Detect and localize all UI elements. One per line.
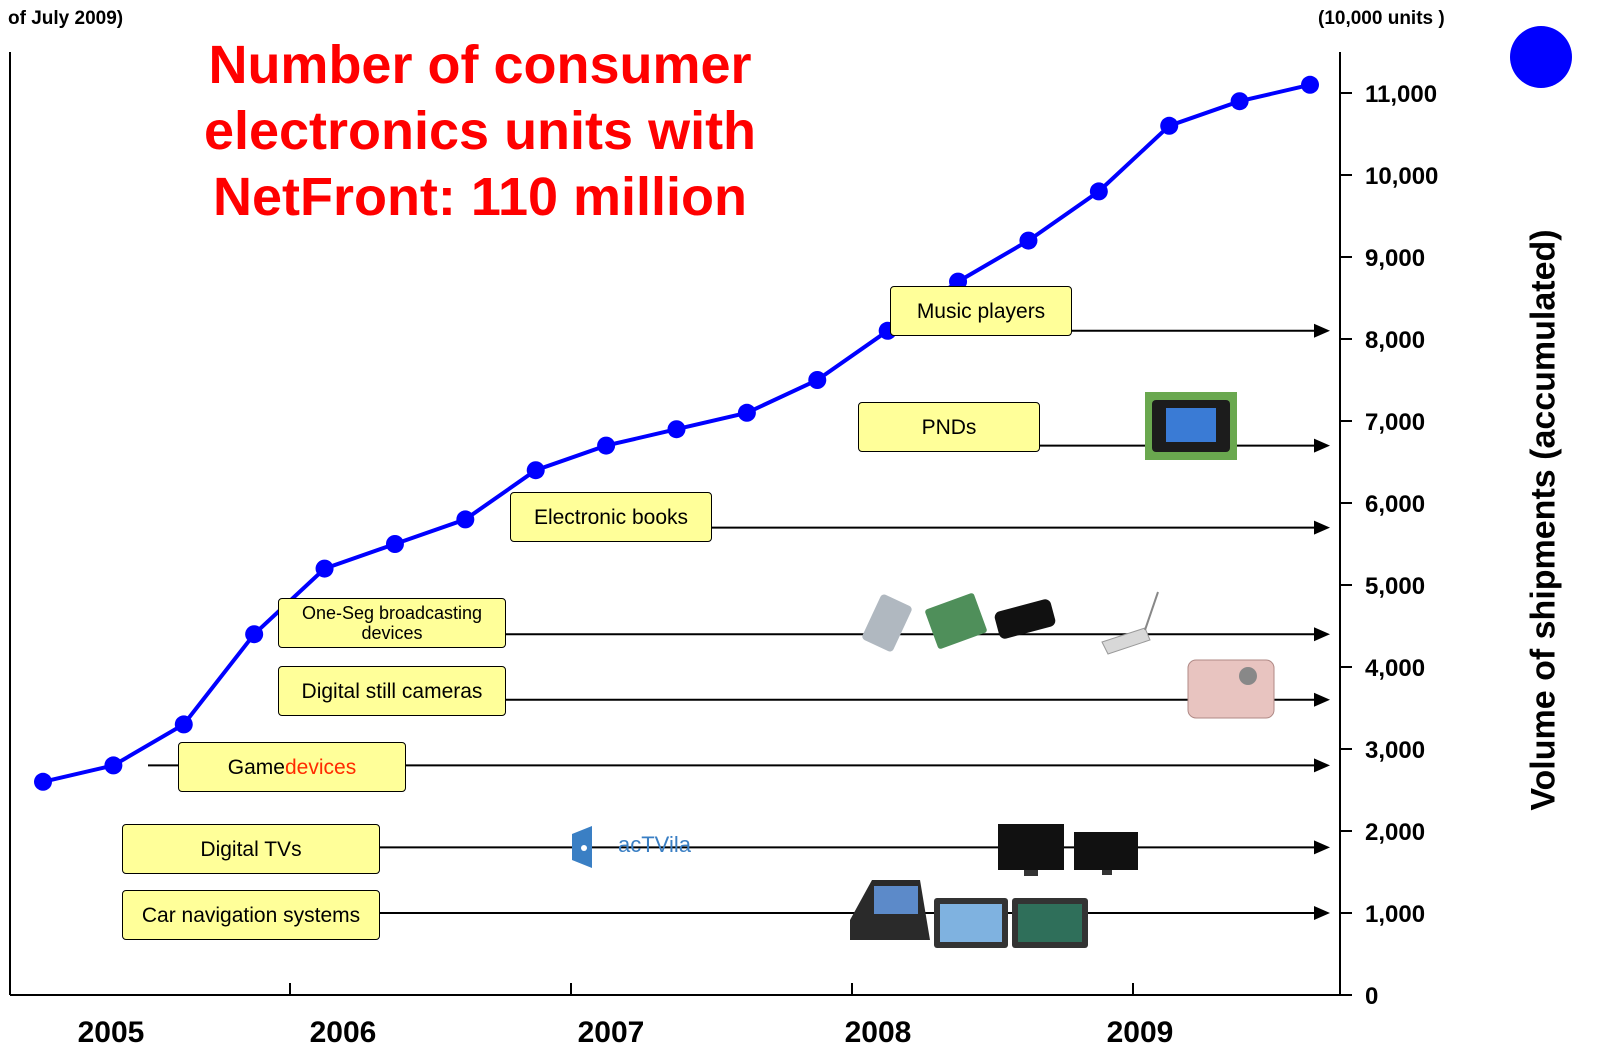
car-navigation-image bbox=[850, 880, 1088, 948]
series-point bbox=[526, 461, 545, 480]
category-arrowhead bbox=[1314, 438, 1330, 453]
category-label: Car navigation systems bbox=[141, 903, 361, 927]
series-point bbox=[174, 715, 193, 734]
series-point bbox=[315, 559, 334, 578]
category-label-highlight: devices bbox=[284, 755, 357, 779]
category-one-seg: One-Seg broadcasting devices bbox=[278, 598, 506, 648]
series-point bbox=[1019, 231, 1038, 250]
category-digital-still-cameras: Digital still cameras bbox=[278, 666, 506, 716]
category-electronic-books: Electronic books bbox=[510, 492, 712, 542]
series-point bbox=[245, 625, 264, 644]
x-tick-label: 2007 bbox=[578, 1016, 645, 1049]
category-label: Digital TVs bbox=[200, 837, 302, 861]
chart-headline: Number of consumer electronics units wit… bbox=[120, 32, 840, 230]
series-point bbox=[104, 756, 123, 775]
product-images: acTVila bbox=[572, 392, 1275, 948]
y-tick-label: 6,000 bbox=[1365, 491, 1425, 518]
category-arrowhead bbox=[1314, 692, 1330, 707]
category-arrowhead bbox=[1314, 758, 1330, 773]
y-tick-label: 0 bbox=[1365, 983, 1378, 1010]
camera-image bbox=[1187, 659, 1275, 719]
y-tick-label: 4,000 bbox=[1365, 655, 1425, 682]
axes bbox=[9, 52, 1352, 996]
one-seg-devices-image bbox=[862, 591, 1159, 655]
series-point bbox=[385, 535, 404, 553]
actvila-logo-text: acTVila bbox=[618, 832, 692, 857]
y-tick-label: 11,000 bbox=[1365, 81, 1437, 108]
category-label: PNDs bbox=[921, 415, 977, 439]
series-point bbox=[34, 772, 52, 791]
headline-line-3: NetFront: 110 million bbox=[212, 167, 748, 227]
data-series bbox=[34, 75, 1319, 791]
category-arrowhead bbox=[1314, 627, 1330, 642]
category-label: One-Seg broadcasting devices bbox=[301, 603, 483, 643]
series-point bbox=[667, 420, 686, 439]
y-tick-label: 2,000 bbox=[1365, 819, 1425, 846]
category-digital-tvs: Digital TVs bbox=[122, 824, 380, 874]
category-label: Music players bbox=[916, 299, 1046, 323]
category-arrowhead bbox=[1314, 906, 1330, 920]
x-tick-label: 2005 bbox=[78, 1016, 145, 1049]
series-point bbox=[1301, 75, 1319, 94]
series-point bbox=[1160, 116, 1179, 135]
digital-tvs-image bbox=[998, 824, 1138, 876]
period-note: of July 2009) bbox=[8, 8, 124, 29]
x-tick-label: 2008 bbox=[845, 1016, 912, 1049]
headline-line-1: Number of consumer bbox=[208, 35, 752, 95]
series-point bbox=[597, 436, 616, 455]
x-tick-label: 2006 bbox=[310, 1016, 377, 1049]
category-game-devices: Game devices bbox=[178, 742, 406, 792]
category-pnds: PNDs bbox=[858, 402, 1040, 452]
tick-labels: 0 1,000 2,000 3,000 4,000 5,000 6,000 7,000 8,00… bbox=[78, 81, 1439, 1049]
category-arrowhead bbox=[1314, 840, 1330, 855]
headline-line-2: electronics units with bbox=[203, 101, 757, 161]
category-arrowhead bbox=[1314, 323, 1330, 338]
category-label: Game bbox=[227, 755, 285, 779]
unit-note: (10,000 units ) bbox=[1318, 8, 1445, 29]
y-tick-label: 9,000 bbox=[1365, 245, 1425, 272]
y-tick-label: 8,000 bbox=[1365, 327, 1425, 354]
y-tick-label: 1,000 bbox=[1365, 901, 1425, 928]
category-arrowhead bbox=[1314, 520, 1330, 535]
category-music-players: Music players bbox=[890, 286, 1072, 336]
series-point bbox=[456, 510, 475, 529]
actvila-logo: acTVila bbox=[572, 826, 692, 868]
pnd-device-image bbox=[1145, 392, 1237, 460]
series-point bbox=[737, 403, 756, 422]
series-point bbox=[1089, 182, 1108, 201]
y-tick-label: 3,000 bbox=[1365, 737, 1425, 764]
series-point bbox=[1230, 92, 1249, 111]
category-label: Electronic books bbox=[533, 505, 689, 529]
category-car-navigation: Car navigation systems bbox=[122, 890, 380, 940]
y-tick-label: 5,000 bbox=[1365, 573, 1425, 600]
series-marker-legend bbox=[1510, 26, 1572, 88]
category-label: Digital still cameras bbox=[301, 679, 483, 703]
y-tick-label: 10,000 bbox=[1365, 163, 1438, 190]
series-point bbox=[808, 371, 827, 389]
y-tick-label: 7,000 bbox=[1365, 409, 1425, 436]
x-tick-label: 2009 bbox=[1107, 1016, 1174, 1049]
